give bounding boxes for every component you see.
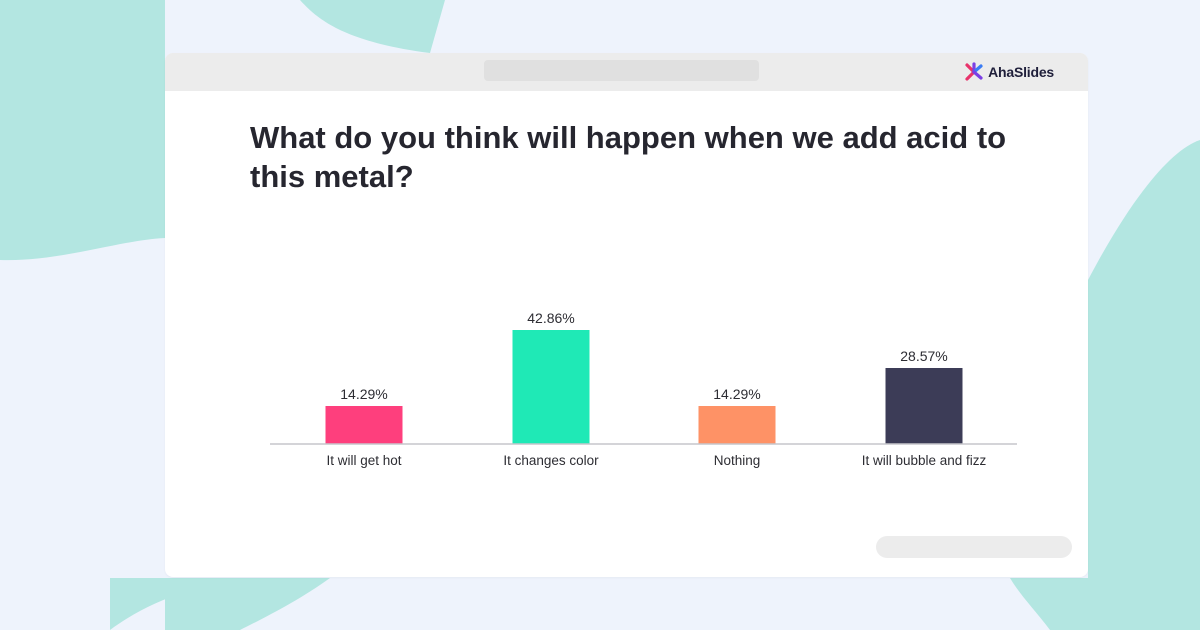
results-bar-chart: 14.29% It will get hot 42.86% It changes co…: [270, 310, 1017, 468]
category-label: It will get hot: [326, 453, 401, 468]
footer-bar: [876, 536, 1072, 558]
ahaslides-logo-icon: [965, 62, 983, 81]
bar-value-label: 42.86%: [527, 310, 574, 326]
question-title: What do you think will happen when we ad…: [250, 120, 1007, 194]
bar-value-label: 14.29%: [713, 386, 760, 402]
bar-4: [885, 368, 963, 444]
bar-value-label: 28.57%: [900, 348, 947, 364]
brand-logo: AhaSlides: [964, 61, 1054, 83]
presentation-window: AhaSlides What do you think will happen …: [165, 53, 1088, 577]
bar-value-label: 14.29%: [340, 386, 387, 402]
bar-1: [325, 406, 403, 444]
category-label: Nothing: [714, 453, 761, 468]
address-bar[interactable]: [484, 60, 759, 81]
bar-2: [512, 330, 590, 444]
window-titlebar: AhaSlides: [165, 53, 1088, 91]
brand-name: AhaSlides: [988, 64, 1054, 80]
category-label: It changes color: [503, 453, 599, 468]
category-label: It will bubble and fizz: [862, 453, 987, 468]
bar-3: [698, 406, 776, 444]
